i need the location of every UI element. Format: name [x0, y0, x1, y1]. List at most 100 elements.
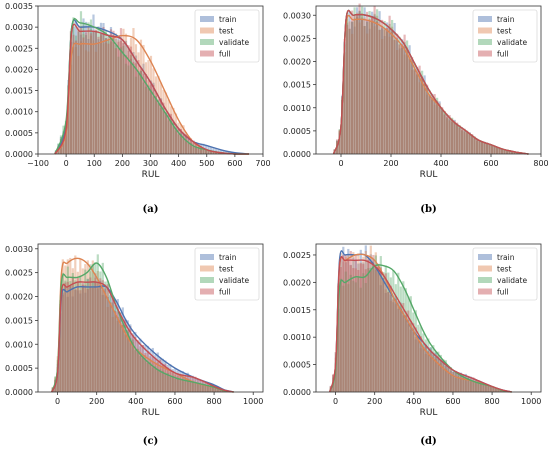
histogram-bar [119, 323, 122, 392]
histogram-bar [423, 84, 426, 154]
histogram-bar [439, 354, 442, 392]
histogram-bar [121, 322, 124, 392]
histogram-bar [446, 118, 449, 154]
histogram-bar [172, 121, 175, 154]
histogram-bar [448, 115, 451, 154]
histogram-bar [154, 366, 157, 392]
histogram-bar [353, 15, 356, 155]
histogram-bar [182, 132, 185, 154]
histogram-bar [346, 24, 349, 155]
histogram-bar [472, 380, 475, 392]
histogram-bar [368, 11, 371, 155]
panel-caption: (a) [143, 204, 159, 215]
histogram-bar [69, 285, 72, 392]
histogram-bar [161, 364, 164, 392]
histogram-bar [111, 297, 114, 392]
histogram-bar [499, 389, 502, 392]
histogram-bar [467, 375, 470, 392]
histogram-bar [493, 146, 496, 154]
histogram-bar [177, 122, 180, 154]
histogram-bar [204, 149, 208, 154]
histogram-bar [174, 124, 178, 154]
histogram-bar [412, 312, 415, 392]
histogram-bar [337, 283, 340, 392]
histogram-bar [162, 105, 165, 154]
histogram-bar [382, 272, 385, 392]
histogram-bar [94, 262, 97, 392]
histogram-bar [201, 384, 204, 392]
histogram-bar [452, 371, 455, 392]
histogram-bar [76, 282, 79, 392]
histogram-bar [74, 35, 78, 154]
legend-swatch-full [200, 50, 214, 57]
histogram-bar [373, 26, 376, 155]
histogram-bar [206, 385, 209, 392]
histogram-bar [117, 39, 120, 155]
histogram-bar [204, 385, 207, 392]
histogram-bar [169, 121, 173, 154]
histogram-bar [146, 350, 149, 392]
axes-frame [315, 243, 542, 393]
histogram-bar [458, 126, 461, 154]
histogram-bar [179, 133, 183, 154]
histogram-bar [174, 130, 178, 154]
histogram-bar [71, 268, 74, 392]
histogram-bar [339, 278, 342, 392]
histogram-bar [172, 107, 175, 154]
histogram-bar [423, 83, 426, 154]
histogram-bar [102, 43, 105, 155]
histogram-bar [196, 379, 199, 392]
histogram-bar [396, 49, 399, 155]
histogram-bar [197, 144, 200, 154]
histogram-bar [154, 354, 157, 392]
histogram-bar [114, 310, 117, 392]
histogram-bar [362, 273, 365, 392]
histogram-bar [379, 256, 382, 392]
histogram-bar [419, 336, 422, 392]
histogram-bar [142, 63, 145, 154]
histogram-bar [79, 41, 83, 155]
histogram-bar [99, 34, 103, 155]
histogram-bar [179, 379, 182, 392]
histogram-bar [373, 5, 376, 154]
histogram-bar [348, 29, 351, 154]
histogram-bar [442, 368, 445, 392]
histogram-train [333, 7, 529, 155]
histogram-bar [372, 258, 375, 392]
histogram-bar [427, 352, 430, 392]
histogram-bar [486, 143, 489, 154]
histogram-bar [488, 143, 491, 154]
histogram-bar [144, 345, 147, 392]
histogram-validate [329, 255, 512, 392]
histogram-bar [478, 140, 481, 154]
legend-label-train: train [497, 15, 515, 24]
histogram-bar [84, 285, 87, 392]
histogram-bar [104, 284, 107, 392]
histogram-bar [64, 286, 67, 392]
histogram-bar [76, 277, 79, 392]
histogram-bar [194, 378, 197, 392]
histogram-bar [482, 384, 485, 392]
histogram-bar [381, 25, 384, 155]
x-tick-label: 400 [406, 397, 421, 406]
histogram-bar [388, 15, 391, 155]
x-axis-label: RUL [420, 170, 438, 180]
x-tick-label: 1000 [521, 397, 541, 406]
histogram-bar [61, 294, 64, 392]
histogram-bar [219, 389, 222, 392]
histogram-bar [444, 360, 447, 392]
histogram-bar [424, 344, 427, 392]
legend-swatch-test [200, 27, 214, 34]
histogram-bar [97, 26, 100, 154]
histogram-bar [412, 328, 415, 392]
histogram-bar [214, 151, 218, 154]
histogram-bar [106, 296, 109, 392]
histogram-bar [354, 255, 357, 392]
histogram-bar [64, 131, 68, 154]
histogram-bar [359, 287, 362, 392]
histogram-bar [421, 77, 424, 154]
histogram-bar [214, 151, 218, 154]
histogram-bar [127, 65, 130, 154]
x-tick-label: 700 [255, 159, 270, 168]
histogram-bar [106, 280, 109, 392]
